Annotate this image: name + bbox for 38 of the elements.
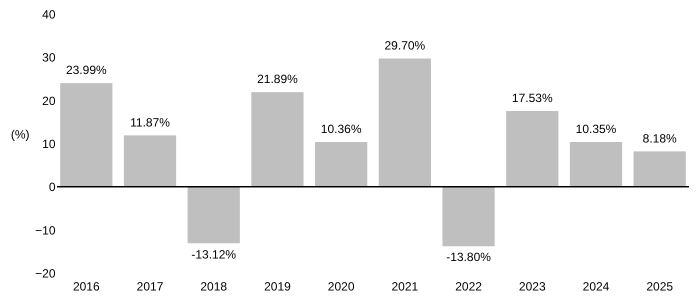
bar: [315, 142, 368, 187]
x-tick-label: 2017: [136, 280, 164, 294]
data-label: 10.36%: [320, 122, 362, 136]
x-tick-label: 2025: [646, 280, 674, 294]
x-tick-label: 2019: [264, 280, 292, 294]
data-label: 8.18%: [642, 131, 678, 146]
bar: [634, 151, 686, 187]
bar: [378, 58, 431, 187]
y-tick-label: 0: [48, 180, 56, 194]
y-tick-label: −10: [35, 223, 56, 238]
bar: [188, 186, 240, 244]
x-tick-label: 2020: [328, 280, 355, 294]
y-tick-label: 30: [42, 50, 56, 65]
bar: [442, 186, 495, 246]
data-label: 11.87%: [130, 115, 170, 130]
bar: [506, 110, 558, 187]
data-label: 21.89%: [257, 72, 298, 86]
y-tick-label: 20: [42, 94, 56, 108]
x-tick-label: 2023: [518, 280, 546, 294]
data-label: 23.99%: [66, 63, 107, 78]
data-label: 10.35%: [576, 122, 617, 136]
data-label: -13.80%: [446, 250, 492, 264]
x-tick-label: 2016: [72, 280, 100, 294]
y-tick-label: −20: [35, 266, 56, 280]
bar: [124, 135, 176, 187]
y-axis-title: (%): [10, 128, 30, 142]
x-tick-label: 2024: [582, 280, 610, 294]
bar: [60, 83, 112, 187]
data-label: -13.12%: [191, 247, 236, 262]
x-tick-label: 2021: [392, 280, 419, 294]
x-tick-label: 2022: [455, 280, 482, 294]
bar: [570, 142, 622, 187]
y-tick-label: 40: [42, 8, 56, 22]
data-label: 17.53%: [512, 90, 553, 105]
y-tick-label: 10: [42, 137, 56, 151]
x-tick-label: 2018: [200, 280, 228, 294]
bar: [251, 92, 304, 187]
data-label: 29.70%: [384, 38, 426, 52]
